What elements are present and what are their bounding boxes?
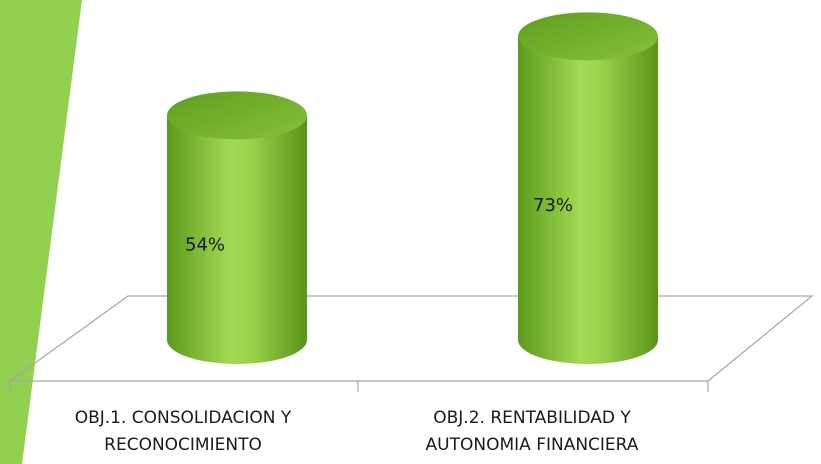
x-tick-label: OBJ.1. CONSOLIDACION Y	[75, 408, 292, 428]
cylinder-body	[167, 115, 307, 364]
value-label: 73%	[533, 195, 573, 216]
x-tick-label: RECONOCIMIENTO	[104, 435, 262, 455]
x-tick-label: OBJ.2. RENTABILIDAD Y	[433, 408, 631, 428]
cylinder	[167, 91, 307, 364]
decor-band	[0, 0, 82, 464]
cylinder-top	[167, 91, 307, 140]
cylinder-top	[518, 12, 658, 61]
floor	[8, 295, 814, 392]
value-label: 54%	[185, 235, 225, 256]
cylinder-body	[518, 36, 658, 364]
x-tick-label: AUTONOMIA FINANCIERA	[426, 435, 639, 455]
cylinder	[518, 12, 658, 364]
